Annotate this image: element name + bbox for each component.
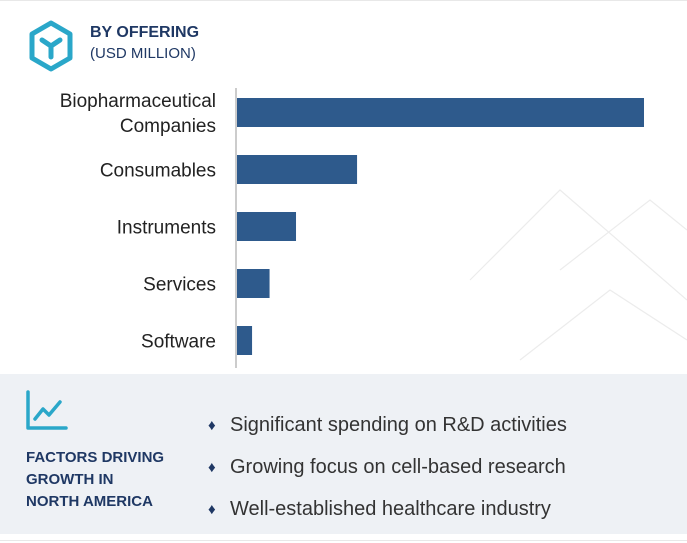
chart-title: BY OFFERING	[90, 24, 200, 41]
factor-text: Growing focus on cell-based research	[230, 455, 566, 478]
factor-item: ♦ Significant spending on R&D activities	[208, 404, 567, 446]
bar-chart: Biopharmaceutical Companies Consumables Ins…	[60, 88, 644, 368]
factors-heading: FACTORS DRIVING GROWTH IN NORTH AMERICA	[26, 447, 196, 513]
bar	[237, 269, 270, 298]
hexagon-icon	[29, 20, 73, 72]
growth-factors-panel: FACTORS DRIVING GROWTH IN NORTH AMERICA …	[0, 374, 687, 534]
factors-heading-line: NORTH AMERICA	[26, 493, 153, 510]
bar	[237, 212, 297, 241]
bar	[237, 98, 644, 127]
category-label: Companies	[120, 116, 216, 137]
bottom-divider	[0, 540, 687, 541]
bar	[237, 326, 253, 355]
chart-subtitle: (USD MILLION)	[90, 45, 196, 62]
category-label: Consumables	[100, 161, 216, 182]
diamond-bullet-icon: ♦	[208, 458, 216, 476]
factors-heading-line: FACTORS DRIVING	[26, 449, 165, 466]
factor-item: ♦ Growing focus on cell-based research	[208, 446, 567, 488]
trend-line-icon	[26, 390, 68, 430]
factor-text: Significant spending on R&D activities	[230, 413, 567, 436]
bars-group	[237, 98, 644, 355]
factor-item: ♦ Well-established healthcare industry	[208, 488, 567, 530]
category-label: Software	[141, 332, 216, 353]
factor-text: Well-established healthcare industry	[230, 497, 551, 520]
category-label: Instruments	[117, 218, 216, 239]
factors-heading-line: GROWTH IN	[26, 471, 114, 488]
top-divider	[0, 0, 687, 1]
diamond-bullet-icon: ♦	[208, 416, 216, 434]
category-label: Services	[143, 275, 216, 296]
category-labels: Biopharmaceutical Companies Consumables Ins…	[60, 91, 216, 353]
bar	[237, 155, 358, 184]
factor-list: ♦ Significant spending on R&D activities…	[208, 404, 567, 530]
diamond-bullet-icon: ♦	[208, 500, 216, 518]
category-label: Biopharmaceutical	[60, 91, 216, 112]
